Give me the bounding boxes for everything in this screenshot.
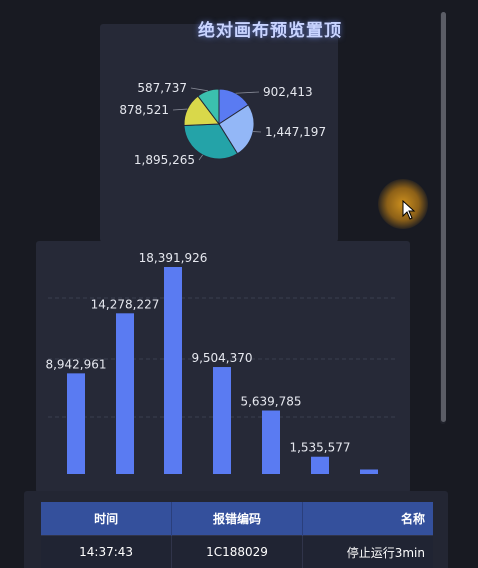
- bar-value-label: 8,942,961: [45, 357, 106, 371]
- bar[interactable]: [67, 373, 85, 474]
- bar[interactable]: [311, 456, 329, 474]
- bar[interactable]: [164, 267, 182, 474]
- table-header-row: 时间 报错编码 名称: [41, 502, 433, 536]
- bar[interactable]: [360, 469, 378, 474]
- pie-leader-line: [235, 91, 260, 94]
- scrollbar-thumb[interactable]: [441, 12, 446, 422]
- pie-slice-label: 1,447,197: [265, 125, 326, 139]
- bar-value-label: 5,639,785: [240, 395, 301, 409]
- pie-slice[interactable]: [183, 123, 239, 160]
- pie-leader-line: [198, 154, 203, 161]
- cell-time: 14:37:43: [41, 535, 173, 568]
- header-name[interactable]: 名称: [302, 502, 433, 536]
- bar-value-label: 14,278,227: [91, 297, 160, 311]
- bar-value-label: 9,504,370: [191, 351, 252, 365]
- pie-slice-label: 1,895,265: [134, 153, 195, 167]
- bar-value-label: 18,391,926: [139, 251, 208, 265]
- header-time[interactable]: 时间: [41, 502, 173, 536]
- table-row[interactable]: 14:37:43 1C188029 停止运行3min: [41, 535, 433, 568]
- bar-value-label: 1,535,577: [289, 441, 350, 455]
- pie-chart: 902,413 1,447,197 1,895,265 878,521 587,737: [119, 81, 326, 167]
- pie-slice-label: 587,737: [137, 81, 187, 95]
- alarm-table: 时间 报错编码 名称 14:37:43 1C188029 停止运行3min: [41, 502, 433, 568]
- pie-slice[interactable]: [197, 88, 220, 126]
- header-error-code[interactable]: 报错编码: [171, 502, 303, 536]
- cell-name: 停止运行3min: [302, 535, 433, 568]
- pie-leader-line: [190, 87, 208, 92]
- bar[interactable]: [262, 410, 280, 474]
- pie-slice-label: 878,521: [119, 103, 169, 117]
- bar[interactable]: [116, 313, 134, 474]
- page-title: 绝对画布预览置顶: [198, 21, 342, 41]
- bar-chart: 8,942,961 14,278,227 18,391,926 9,504,370 5,…: [45, 251, 398, 474]
- mouse-cursor-icon: [402, 200, 416, 220]
- pie-leader-line: [172, 108, 188, 111]
- bar[interactable]: [213, 367, 231, 474]
- pie-slice-label: 902,413: [263, 85, 313, 99]
- cell-error-code: 1C188029: [171, 535, 303, 568]
